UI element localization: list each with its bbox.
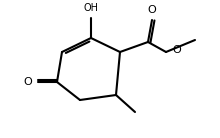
Text: OH: OH: [84, 3, 99, 13]
Text: O: O: [172, 45, 181, 55]
Text: O: O: [148, 5, 156, 15]
Text: O: O: [24, 77, 32, 87]
